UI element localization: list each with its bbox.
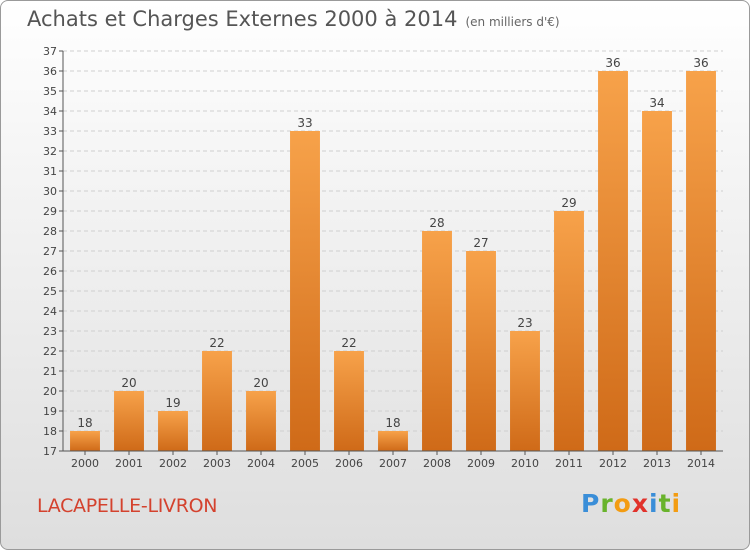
y-tick-label: 18 (43, 425, 57, 438)
y-tick-label: 34 (43, 105, 57, 118)
data-label: 34 (649, 96, 664, 110)
logo-letter: i (671, 489, 682, 518)
x-tick-label: 2008 (423, 457, 451, 470)
y-tick-label: 27 (43, 245, 57, 258)
x-tick-label: 2002 (159, 457, 187, 470)
y-tick-label: 28 (43, 225, 57, 238)
bar (378, 431, 408, 451)
y-tick-label: 20 (43, 385, 57, 398)
x-tick-label: 2004 (247, 457, 275, 470)
chart-title: Achats et Charges Externes 2000 à 2014 (e… (27, 7, 560, 31)
y-tick-label: 37 (43, 45, 57, 58)
data-label: 18 (385, 416, 400, 430)
data-label: 33 (297, 116, 312, 130)
x-tick-label: 2005 (291, 457, 319, 470)
data-label: 18 (77, 416, 92, 430)
y-tick-label: 19 (43, 405, 57, 418)
x-tick-label: 2003 (203, 457, 231, 470)
data-label: 20 (121, 376, 136, 390)
y-tick-label: 33 (43, 125, 57, 138)
bar (334, 351, 364, 451)
proxiti-logo: Proxiti (581, 489, 681, 518)
bar (202, 351, 232, 451)
y-tick-label: 26 (43, 265, 57, 278)
y-tick-label: 36 (43, 65, 57, 78)
bar (158, 411, 188, 451)
data-label: 28 (429, 216, 444, 230)
data-label: 36 (693, 56, 708, 70)
data-label: 27 (473, 236, 488, 250)
x-tick-label: 2013 (643, 457, 671, 470)
x-tick-label: 2007 (379, 457, 407, 470)
y-tick-label: 24 (43, 305, 57, 318)
y-tick-label: 29 (43, 205, 57, 218)
bar (554, 211, 584, 451)
data-label: 22 (341, 336, 356, 350)
x-tick-label: 2010 (511, 457, 539, 470)
bar (642, 111, 672, 451)
data-label: 20 (253, 376, 268, 390)
y-tick-label: 25 (43, 285, 57, 298)
bar (510, 331, 540, 451)
logo-letter: o (613, 489, 632, 518)
x-tick-label: 2012 (599, 457, 627, 470)
data-label: 23 (517, 316, 532, 330)
y-tick-label: 35 (43, 85, 57, 98)
data-label: 22 (209, 336, 224, 350)
logo-letter: x (631, 489, 649, 518)
chart-subtitle: (en milliers d'€) (465, 15, 560, 29)
bar (598, 71, 628, 451)
x-tick-label: 2000 (71, 457, 99, 470)
y-tick-label: 31 (43, 165, 57, 178)
bar (466, 251, 496, 451)
chart-title-text: Achats et Charges Externes 2000 à 2014 (27, 7, 458, 31)
bar (246, 391, 276, 451)
logo-letter: t (658, 489, 672, 518)
y-tick-label: 21 (43, 365, 57, 378)
place-name: LACAPELLE-LIVRON (37, 495, 218, 517)
logo-letter: i (649, 489, 659, 518)
x-tick-label: 2009 (467, 457, 495, 470)
y-tick-label: 22 (43, 345, 57, 358)
bar (686, 71, 716, 451)
bar (422, 231, 452, 451)
bar (70, 431, 100, 451)
x-tick-label: 2014 (687, 457, 715, 470)
logo-letter: r (600, 489, 614, 518)
y-tick-label: 17 (43, 445, 57, 458)
y-tick-label: 32 (43, 145, 57, 158)
y-tick-label: 30 (43, 185, 57, 198)
logo-letter: P (581, 489, 601, 518)
x-tick-label: 2006 (335, 457, 363, 470)
x-tick-label: 2011 (555, 457, 583, 470)
bar (290, 131, 320, 451)
data-label: 19 (165, 396, 180, 410)
data-label: 36 (605, 56, 620, 70)
y-tick-label: 23 (43, 325, 57, 338)
data-label: 29 (561, 196, 576, 210)
x-tick-label: 2001 (115, 457, 143, 470)
bar (114, 391, 144, 451)
